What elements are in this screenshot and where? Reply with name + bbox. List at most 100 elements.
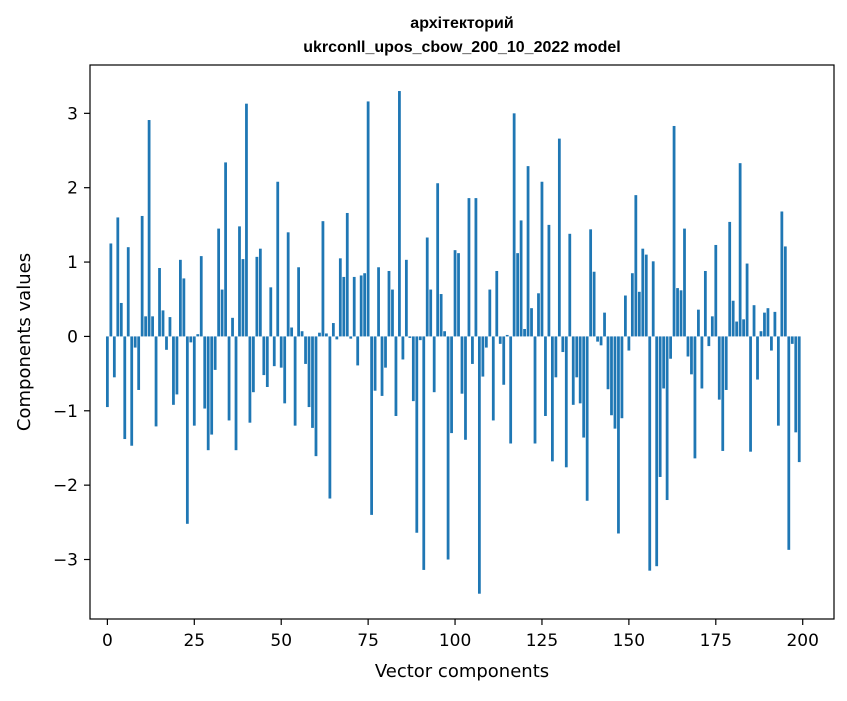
y-tick-label: −1: [53, 402, 78, 422]
bar: [571, 336, 575, 405]
bar: [502, 336, 506, 385]
bar: [787, 336, 791, 550]
bar: [345, 212, 349, 337]
bar: [349, 336, 353, 339]
bar: [717, 336, 721, 400]
bar: [471, 336, 474, 364]
bar: [151, 316, 154, 337]
bar: [311, 336, 314, 428]
bar: [377, 267, 380, 337]
bar: [731, 300, 735, 337]
bar: [749, 336, 752, 452]
x-tick-label: 75: [357, 631, 379, 651]
bar: [662, 336, 666, 389]
bar: [328, 336, 332, 499]
bar: [276, 181, 280, 337]
bar: [394, 336, 398, 416]
y-tick-label: 0: [67, 327, 78, 347]
bar: [484, 336, 488, 348]
bar: [123, 336, 127, 440]
bar: [119, 302, 123, 337]
bar: [137, 336, 141, 390]
chart-title-line-2: ukrconll_upos_cbow_200_10_2022 model: [303, 39, 620, 56]
bar: [286, 232, 290, 337]
bar: [398, 91, 401, 337]
bar: [404, 259, 408, 337]
bar: [453, 250, 457, 337]
bar: [213, 336, 217, 370]
bar: [641, 248, 645, 337]
bar: [255, 256, 259, 337]
bar: [610, 336, 613, 416]
bar: [109, 243, 113, 337]
y-tick-label: −2: [53, 476, 78, 496]
bar: [147, 120, 151, 337]
bar: [766, 308, 770, 337]
bar: [630, 273, 634, 337]
bar: [551, 336, 554, 462]
bar: [436, 183, 440, 337]
bar: [429, 289, 433, 337]
bar: [196, 334, 200, 337]
x-tick-label: 25: [183, 631, 205, 651]
plot-area-frame: [89, 64, 835, 620]
bar: [189, 336, 193, 343]
bar: [144, 316, 148, 337]
bar: [606, 336, 610, 390]
bar: [624, 295, 627, 337]
bar: [519, 220, 523, 337]
bar: [206, 336, 210, 451]
bar: [735, 321, 739, 337]
bar: [714, 244, 718, 337]
bar: [759, 331, 763, 337]
bar: [401, 336, 405, 360]
bar: [710, 316, 714, 337]
bar: [686, 336, 690, 357]
bar: [269, 287, 273, 337]
bar: [498, 336, 502, 344]
y-tick-label: 2: [67, 179, 78, 199]
bar: [554, 336, 558, 378]
bar: [763, 312, 766, 337]
bar: [384, 336, 387, 368]
bar: [464, 336, 467, 440]
bar: [742, 319, 745, 337]
bar: [495, 270, 499, 337]
bar: [265, 336, 269, 387]
bar: [658, 336, 662, 477]
bar: [697, 309, 700, 337]
bar: [366, 101, 370, 337]
bar: [168, 317, 172, 337]
chart-title-line-1: архітекторий: [410, 15, 513, 32]
bar: [523, 328, 526, 337]
bar: [116, 217, 120, 337]
bar: [224, 162, 227, 337]
bar: [245, 103, 248, 337]
bar: [756, 336, 759, 380]
bar: [154, 336, 158, 427]
bar: [370, 336, 373, 515]
bar: [325, 333, 328, 337]
bar: [318, 332, 321, 337]
bar: [300, 331, 304, 337]
bar: [516, 253, 520, 337]
bar: [794, 336, 798, 433]
bar: [199, 256, 203, 337]
bar: [491, 336, 495, 421]
bar: [575, 336, 579, 378]
x-tick-label: 125: [526, 631, 558, 651]
bar: [192, 336, 196, 426]
bar: [568, 233, 572, 337]
bar: [231, 317, 234, 337]
bar: [700, 336, 704, 389]
x-tick-label: 50: [270, 631, 292, 651]
bar: [540, 181, 544, 337]
y-tick-label: 3: [67, 104, 78, 124]
bar: [335, 336, 339, 340]
bar: [790, 336, 794, 344]
bar: [617, 336, 620, 534]
bar: [220, 289, 224, 337]
bar: [112, 336, 116, 378]
bar: [422, 336, 426, 570]
bar: [161, 310, 165, 337]
